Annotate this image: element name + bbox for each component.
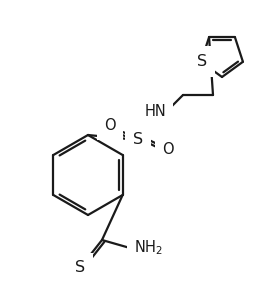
Text: S: S xyxy=(197,54,207,69)
Text: S: S xyxy=(75,261,85,276)
Text: NH$_2$: NH$_2$ xyxy=(134,239,163,257)
Text: S: S xyxy=(133,133,143,148)
Text: O: O xyxy=(162,143,174,158)
Text: O: O xyxy=(104,117,116,133)
Text: HN: HN xyxy=(144,104,166,119)
